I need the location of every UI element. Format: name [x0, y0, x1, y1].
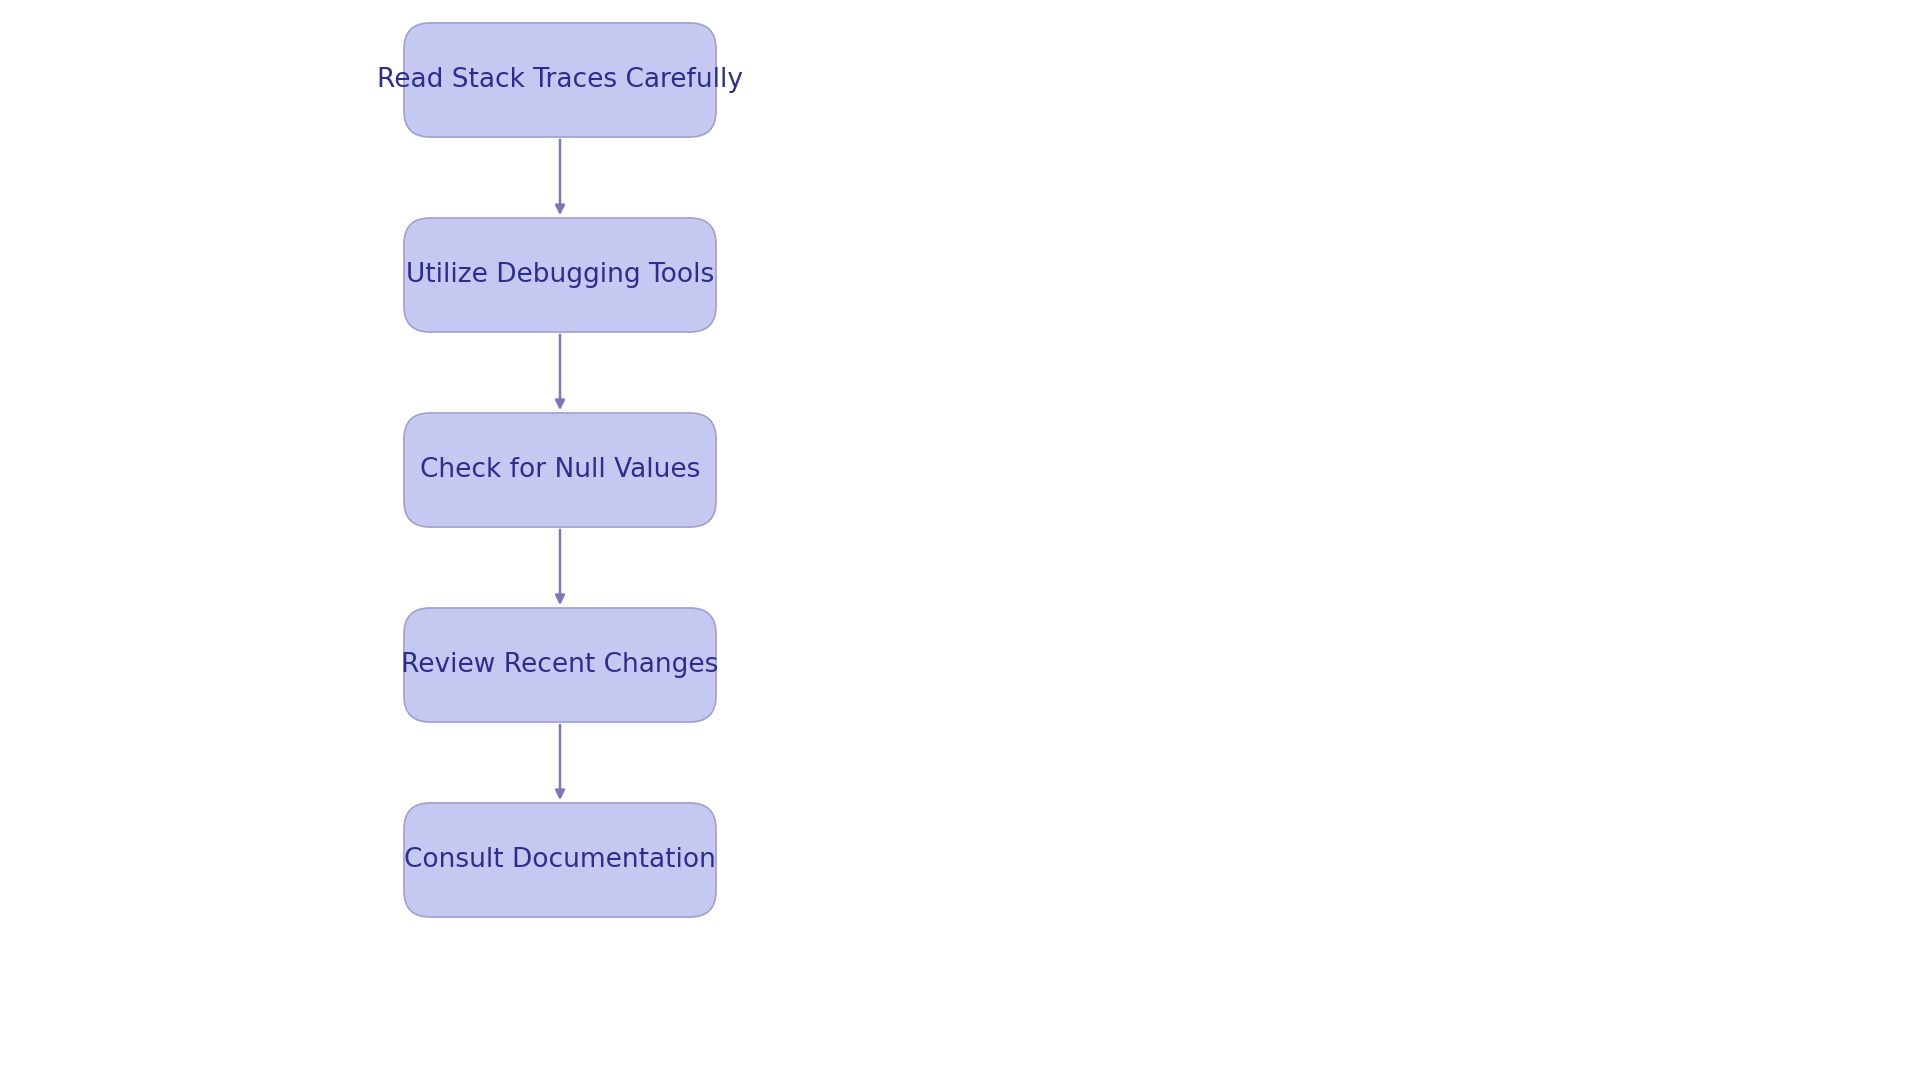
- Text: Review Recent Changes: Review Recent Changes: [401, 652, 718, 678]
- Text: Utilize Debugging Tools: Utilize Debugging Tools: [405, 262, 714, 288]
- FancyBboxPatch shape: [403, 803, 716, 917]
- FancyBboxPatch shape: [403, 218, 716, 332]
- Text: Check for Null Values: Check for Null Values: [420, 457, 701, 483]
- Text: Consult Documentation: Consult Documentation: [403, 847, 716, 873]
- FancyBboxPatch shape: [403, 608, 716, 722]
- FancyBboxPatch shape: [403, 413, 716, 527]
- FancyBboxPatch shape: [403, 23, 716, 138]
- Text: Read Stack Traces Carefully: Read Stack Traces Carefully: [376, 67, 743, 93]
